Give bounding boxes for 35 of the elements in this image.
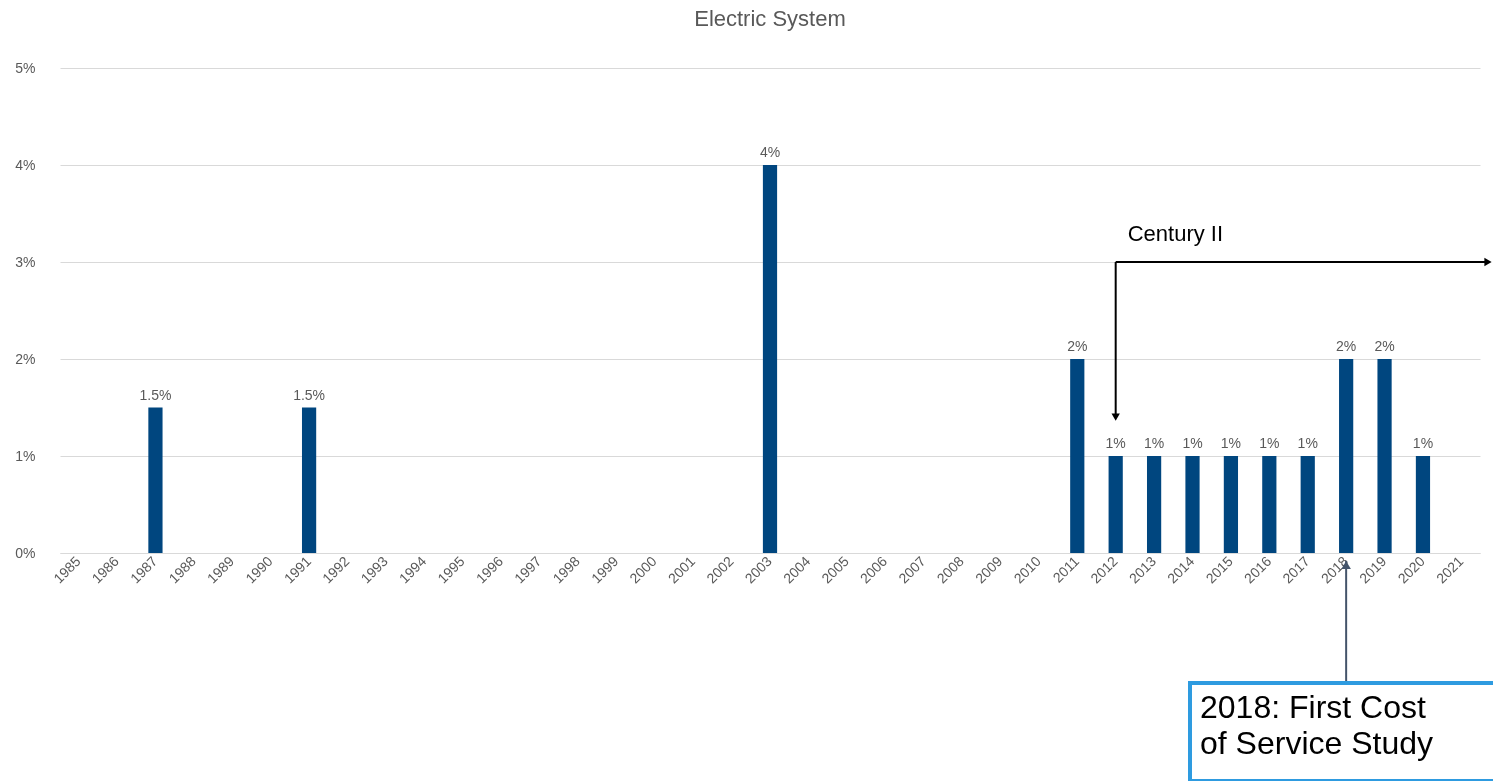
data-label: 1%	[1105, 435, 1126, 451]
data-label: 1.5%	[139, 386, 172, 403]
data-label: 4%	[759, 144, 781, 160]
data-label: 2%	[1374, 338, 1395, 354]
y-tick-label: 2%	[15, 350, 36, 367]
bar	[1377, 359, 1392, 553]
data-label: 1%	[1143, 435, 1165, 451]
data-label: 1%	[1259, 435, 1280, 451]
bar	[1415, 456, 1431, 553]
bar	[1185, 456, 1200, 553]
bar	[1070, 359, 1085, 553]
bar	[1108, 456, 1123, 553]
data-label: 1%	[1412, 435, 1434, 451]
data-label: 2%	[1067, 338, 1088, 354]
data-label: 1%	[1297, 435, 1318, 451]
bar	[1146, 456, 1162, 553]
y-tick-label: 3%	[15, 253, 36, 270]
data-label: 1.5%	[293, 386, 326, 403]
data-label: 2%	[1336, 338, 1357, 354]
data-label: 1%	[1182, 435, 1203, 451]
text: 2018: First Cost of Service Study	[1200, 689, 1433, 761]
bar	[1300, 456, 1315, 553]
y-tick-label: 1%	[15, 447, 36, 464]
bar	[301, 407, 317, 553]
bar	[762, 165, 778, 553]
y-tick-label: 5%	[15, 59, 36, 76]
bar	[1339, 359, 1354, 553]
bar	[1223, 456, 1239, 553]
y-tick-label: 4%	[15, 156, 36, 173]
data-label: 1%	[1220, 435, 1242, 451]
y-tick-label: 0%	[15, 544, 36, 561]
bar	[148, 407, 163, 553]
bar	[1262, 456, 1277, 553]
chart-title: Electric System	[694, 6, 846, 31]
annotation: Century II	[1127, 221, 1224, 246]
